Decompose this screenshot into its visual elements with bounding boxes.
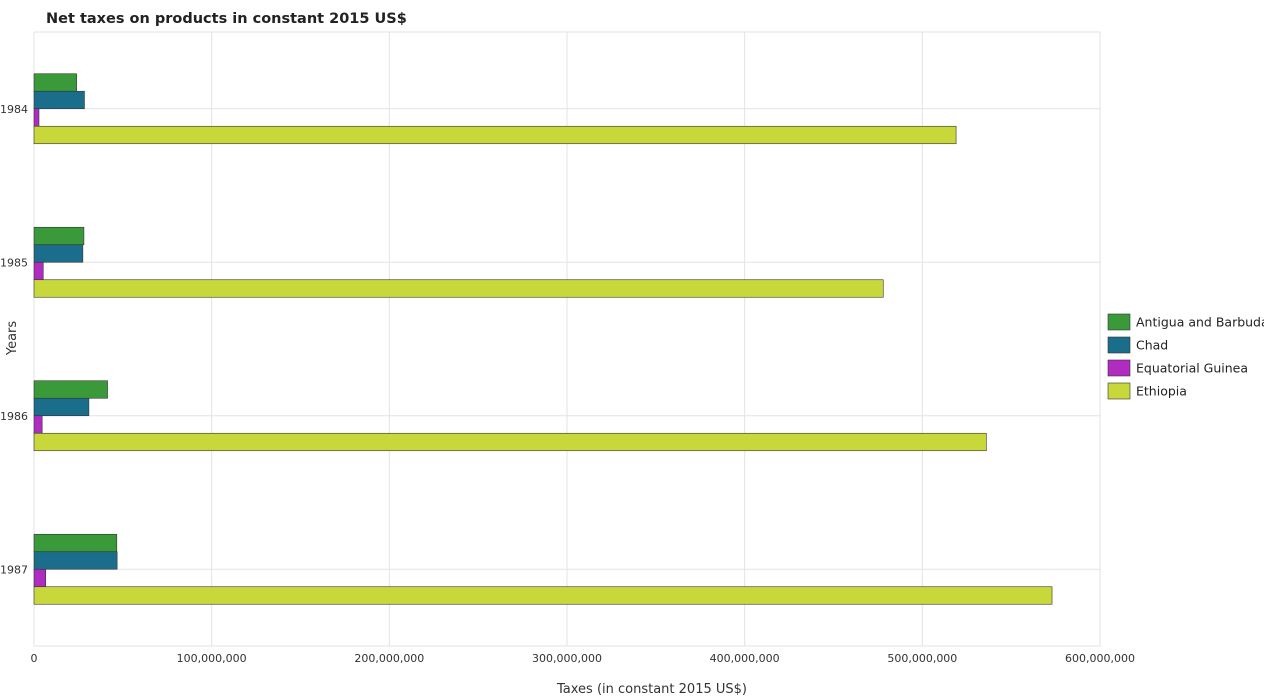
legend-label: Antigua and Barbuda [1136, 315, 1264, 330]
bar-chad-1984 [33, 90, 85, 110]
y-tick-label: 1984 [0, 103, 28, 116]
bar-equatorial-guinea-1987 [33, 568, 47, 588]
bar-ethiopia-1987 [33, 586, 1053, 605]
bar-ethiopia-1986 [33, 432, 987, 452]
bar-chad-1985 [33, 244, 84, 263]
x-tick-label: 0 [31, 652, 38, 665]
chart-title: Net taxes on products in constant 2015 U… [46, 11, 407, 27]
x-tick-label: 300,000,000 [532, 652, 602, 665]
bar-ethiopia-1985 [33, 279, 884, 298]
x-tick-label: 600,000,000 [1065, 652, 1135, 665]
grid-layer [33, 31, 1101, 647]
axis-layer: 0 100,000,000 200,000,000 300,000,000 400,00… [0, 103, 1135, 665]
y-tick-label: 1985 [0, 256, 28, 269]
y-tick-label: 1986 [0, 410, 28, 423]
bar-antigua-and-barbuda-1986 [33, 380, 108, 399]
bar-antigua-and-barbuda-1984 [33, 73, 77, 92]
bar-antigua-and-barbuda-1987 [33, 533, 118, 553]
x-tick-label: 400,000,000 [710, 652, 780, 665]
legend-swatch [1107, 359, 1131, 377]
x-axis-label: Taxes (in constant 2015 US$) [556, 682, 747, 697]
bar-antigua-and-barbuda-1985 [33, 226, 85, 246]
y-axis-label: Years [5, 321, 20, 357]
bar-equatorial-guinea-1985 [33, 261, 44, 281]
legend-label: Equatorial Guinea [1136, 361, 1248, 376]
bar-equatorial-guinea-1986 [33, 415, 43, 434]
x-tick-label: 200,000,000 [354, 652, 424, 665]
bar-chad-1987 [33, 551, 118, 570]
bar-equatorial-guinea-1984 [33, 108, 40, 127]
bar-chad-1986 [33, 397, 90, 417]
x-tick-label: 100,000,000 [177, 652, 247, 665]
bar-ethiopia-1984 [33, 125, 957, 145]
legend-swatch [1107, 382, 1131, 400]
bars-layer [33, 73, 1053, 605]
legend-swatch [1107, 336, 1131, 354]
legend-label: Chad [1136, 338, 1168, 353]
legend-label: Ethiopia [1136, 384, 1187, 399]
y-tick-label: 1987 [0, 563, 28, 576]
legend-swatch [1107, 313, 1131, 331]
x-tick-label: 500,000,000 [887, 652, 957, 665]
legend: Antigua and Barbuda Chad Equatorial Guinea… [1107, 313, 1264, 400]
